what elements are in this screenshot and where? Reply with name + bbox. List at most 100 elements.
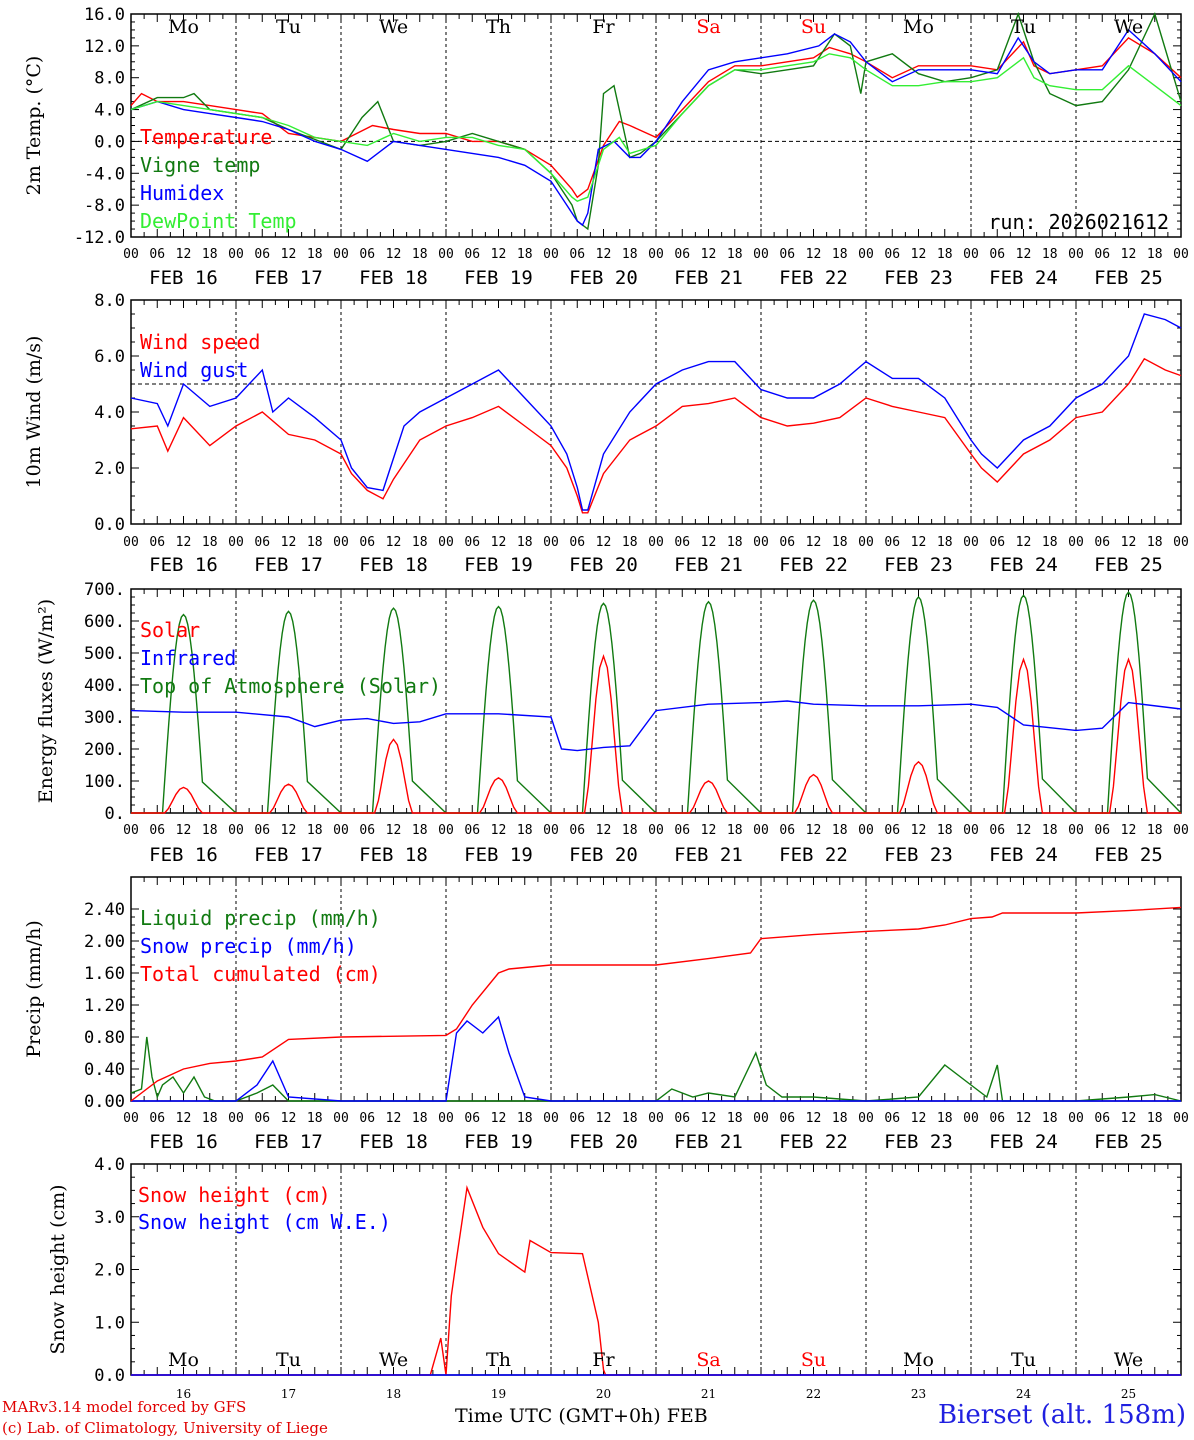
hour-tick-label: 00 — [333, 1111, 349, 1126]
y-tick-label: 16.0 — [84, 5, 125, 25]
hour-tick-label: 00 — [228, 1111, 244, 1126]
day-number-label: 18 — [386, 1387, 401, 1401]
hour-tick-label: 12 — [491, 535, 507, 550]
legend-entry: DewPoint Temp — [140, 209, 297, 233]
hour-tick-label: 18 — [517, 823, 533, 838]
day-number-label: 20 — [596, 1387, 611, 1401]
hour-tick-label: 06 — [1094, 823, 1110, 838]
hour-tick-label: 06 — [149, 823, 165, 838]
hour-tick-label: 00 — [543, 247, 559, 262]
hour-tick-label: 06 — [1094, 1111, 1110, 1126]
day-number-label: 19 — [491, 1387, 506, 1401]
y-tick-label: 2.0 — [94, 459, 125, 479]
day-of-week-label: Mo — [168, 1349, 199, 1371]
hour-tick-label: 12 — [911, 247, 927, 262]
hour-tick-label: 00 — [858, 1111, 874, 1126]
hour-tick-label: 06 — [1094, 535, 1110, 550]
date-label: FEB 21 — [674, 554, 743, 576]
hour-tick-label: 06 — [779, 247, 795, 262]
y-axis-label: 10m Wind (m/s) — [23, 336, 45, 489]
hour-tick-label: 18 — [727, 247, 743, 262]
series-line-humidex — [130, 28, 1182, 227]
hour-tick-label: 18 — [1042, 823, 1058, 838]
day-number-label: 16 — [176, 1387, 191, 1401]
hour-tick-label: 00 — [333, 535, 349, 550]
plot-frame — [130, 588, 1182, 814]
y-axis-label: Precip (mm/h) — [23, 920, 45, 1058]
y-tick-label: 0.00 — [84, 1092, 125, 1112]
toa-solar-line — [761, 599, 867, 814]
date-label: FEB 22 — [779, 844, 848, 866]
y-tick-label: 0.80 — [84, 1028, 125, 1048]
toa-solar-line — [866, 595, 972, 814]
day-of-week-label: Tu — [1011, 1349, 1036, 1371]
hour-tick-label: 06 — [359, 247, 375, 262]
hour-tick-label: 00 — [1068, 535, 1084, 550]
hour-tick-label: 00 — [648, 247, 664, 262]
model-credit: MARv3.14 model forced by GFS — [2, 1398, 247, 1416]
date-label: FEB 18 — [359, 554, 428, 576]
y-tick-label: 200. — [84, 740, 125, 760]
hour-tick-label: 12 — [911, 823, 927, 838]
legend-entry: Humidex — [140, 181, 224, 205]
y-tick-label: 2.40 — [84, 900, 125, 920]
legend-entry: Total cumulated (cm) — [140, 962, 381, 986]
station-title: Bierset (alt. 158m) — [937, 1400, 1186, 1430]
hour-tick-label: 12 — [701, 1111, 717, 1126]
hour-tick-label: 06 — [569, 823, 585, 838]
day-of-week-label: Su — [801, 1349, 826, 1371]
y-tick-label: 300. — [84, 708, 125, 728]
date-label: FEB 25 — [1094, 554, 1163, 576]
hour-tick-label: 18 — [412, 247, 428, 262]
hour-tick-label: 00 — [1068, 247, 1084, 262]
date-label: FEB 23 — [884, 267, 953, 289]
hour-tick-label: 18 — [622, 823, 638, 838]
series-line-snow-precip-mm-h- — [131, 1015, 1181, 1102]
y-axis-label: 2m Temp. (°C) — [23, 56, 45, 196]
hour-tick-label: 18 — [412, 823, 428, 838]
day-number-label: 21 — [701, 1387, 716, 1401]
y-tick-label: 0.0 — [94, 1366, 125, 1386]
hour-tick-label: 12 — [1121, 823, 1137, 838]
y-axis-label: Energy fluxes (W/m²) — [35, 599, 57, 803]
hour-tick-label: 06 — [569, 535, 585, 550]
toa-solar-line — [131, 613, 237, 814]
y-tick-label: 100. — [84, 772, 125, 792]
series-line-wind-gust — [130, 313, 1182, 511]
hour-tick-label: 12 — [281, 535, 297, 550]
date-label: FEB 22 — [779, 1131, 848, 1153]
date-label: FEB 24 — [989, 267, 1058, 289]
date-label: FEB 22 — [779, 554, 848, 576]
hour-tick-label: 18 — [307, 1111, 323, 1126]
hour-tick-label: 06 — [254, 1111, 270, 1126]
hour-tick-label: 06 — [254, 535, 270, 550]
date-label: FEB 16 — [149, 844, 218, 866]
hour-tick-label: 00 — [753, 823, 769, 838]
hour-tick-label: 12 — [1121, 535, 1137, 550]
hour-tick-label: 00 — [438, 1111, 454, 1126]
hour-tick-label: 00 — [858, 823, 874, 838]
day-number-label: 22 — [806, 1387, 821, 1401]
hour-tick-label: 18 — [1147, 1111, 1163, 1126]
hour-tick-label: 00 — [963, 823, 979, 838]
hour-tick-label: 18 — [727, 1111, 743, 1126]
hour-tick-label: 12 — [1016, 247, 1032, 262]
time-axis-label: Time UTC (GMT+0h) FEB — [455, 1405, 708, 1427]
hour-tick-label: 12 — [701, 247, 717, 262]
legend-entry: Vigne temp — [140, 153, 260, 177]
y-tick-label: 700. — [84, 580, 125, 600]
hour-tick-label: 12 — [596, 247, 612, 262]
hour-tick-label: 00 — [648, 823, 664, 838]
hour-tick-label: 00 — [858, 247, 874, 262]
legend-entry: Wind gust — [140, 358, 248, 382]
hour-tick-label: 12 — [386, 1111, 402, 1126]
date-label: FEB 21 — [674, 1131, 743, 1153]
date-label: FEB 21 — [674, 844, 743, 866]
hour-tick-label: 06 — [779, 823, 795, 838]
hour-tick-label: 12 — [281, 823, 297, 838]
y-tick-label: 1.20 — [84, 996, 125, 1016]
hour-tick-label: 18 — [832, 1111, 848, 1126]
day-of-week-label: We — [1114, 16, 1143, 38]
solar-line — [131, 653, 1181, 814]
